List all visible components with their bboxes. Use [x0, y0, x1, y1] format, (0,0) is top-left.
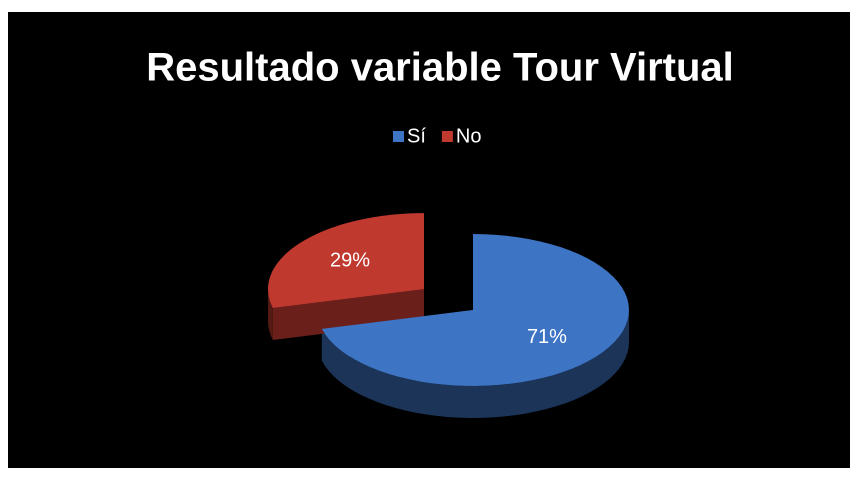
legend-swatch	[441, 131, 453, 142]
slice-edge	[272, 289, 425, 341]
chart-title: Resultado variable Tour Virtual	[146, 46, 734, 90]
legend-swatch	[393, 131, 404, 142]
slice	[321, 234, 629, 386]
slice-side	[321, 310, 629, 418]
slice	[268, 213, 425, 309]
data-label: 29%	[330, 249, 370, 271]
legend-label: No	[456, 125, 482, 147]
slice-side	[268, 289, 273, 341]
data-label: 71%	[527, 326, 567, 348]
legend-label: Sí	[407, 125, 426, 147]
